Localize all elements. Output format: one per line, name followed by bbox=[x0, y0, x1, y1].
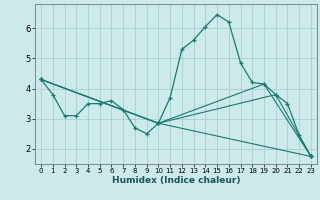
X-axis label: Humidex (Indice chaleur): Humidex (Indice chaleur) bbox=[112, 176, 240, 185]
